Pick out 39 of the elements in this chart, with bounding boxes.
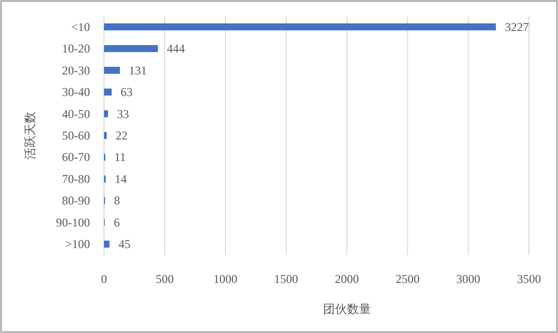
y-tick-label: 90-100 (56, 215, 90, 230)
y-tick-label: 20-30 (62, 63, 90, 78)
data-label: 444 (166, 42, 185, 56)
data-label: 63 (120, 85, 133, 100)
x-tick-label: 1500 (274, 272, 298, 286)
x-tick-label: 3000 (456, 272, 480, 286)
x-tick-label: 2500 (396, 272, 420, 286)
y-tick-label: <10 (71, 20, 90, 34)
data-label: 3227 (504, 20, 529, 34)
bar (104, 110, 108, 118)
data-label: 6 (114, 215, 120, 230)
bar (104, 240, 110, 248)
data-label: 131 (128, 63, 147, 78)
y-tick-label: 30-40 (62, 85, 90, 100)
bar (104, 45, 158, 52)
y-tick-label: >100 (65, 237, 90, 252)
y-tick-label: 10-20 (62, 42, 90, 56)
data-label: 33 (117, 106, 130, 121)
x-tick-label: 3500 (517, 272, 541, 286)
data-label: 22 (116, 128, 128, 142)
x-tick-label: 0 (101, 272, 107, 286)
y-tick-label: 60-70 (62, 150, 90, 164)
bar (104, 88, 112, 96)
data-label: 14 (114, 172, 127, 186)
data-label: 11 (114, 150, 126, 164)
y-tick-label: 50-60 (62, 128, 90, 142)
bar (104, 66, 120, 74)
y-tick-label: 80-90 (62, 194, 90, 208)
data-label: 45 (118, 237, 130, 252)
y-tick-label: 70-80 (62, 172, 90, 186)
bar (104, 23, 496, 30)
bar (104, 132, 107, 139)
x-tick-label: 1000 (213, 272, 238, 286)
x-tick-label: 2000 (334, 272, 359, 286)
x-tick-label: 500 (156, 272, 174, 286)
data-label: 8 (114, 194, 120, 208)
y-axis-title: 活跃天数 (23, 112, 37, 160)
y-tick-label: 40-50 (62, 106, 90, 121)
x-axis-title: 团伙数量 (323, 302, 371, 316)
